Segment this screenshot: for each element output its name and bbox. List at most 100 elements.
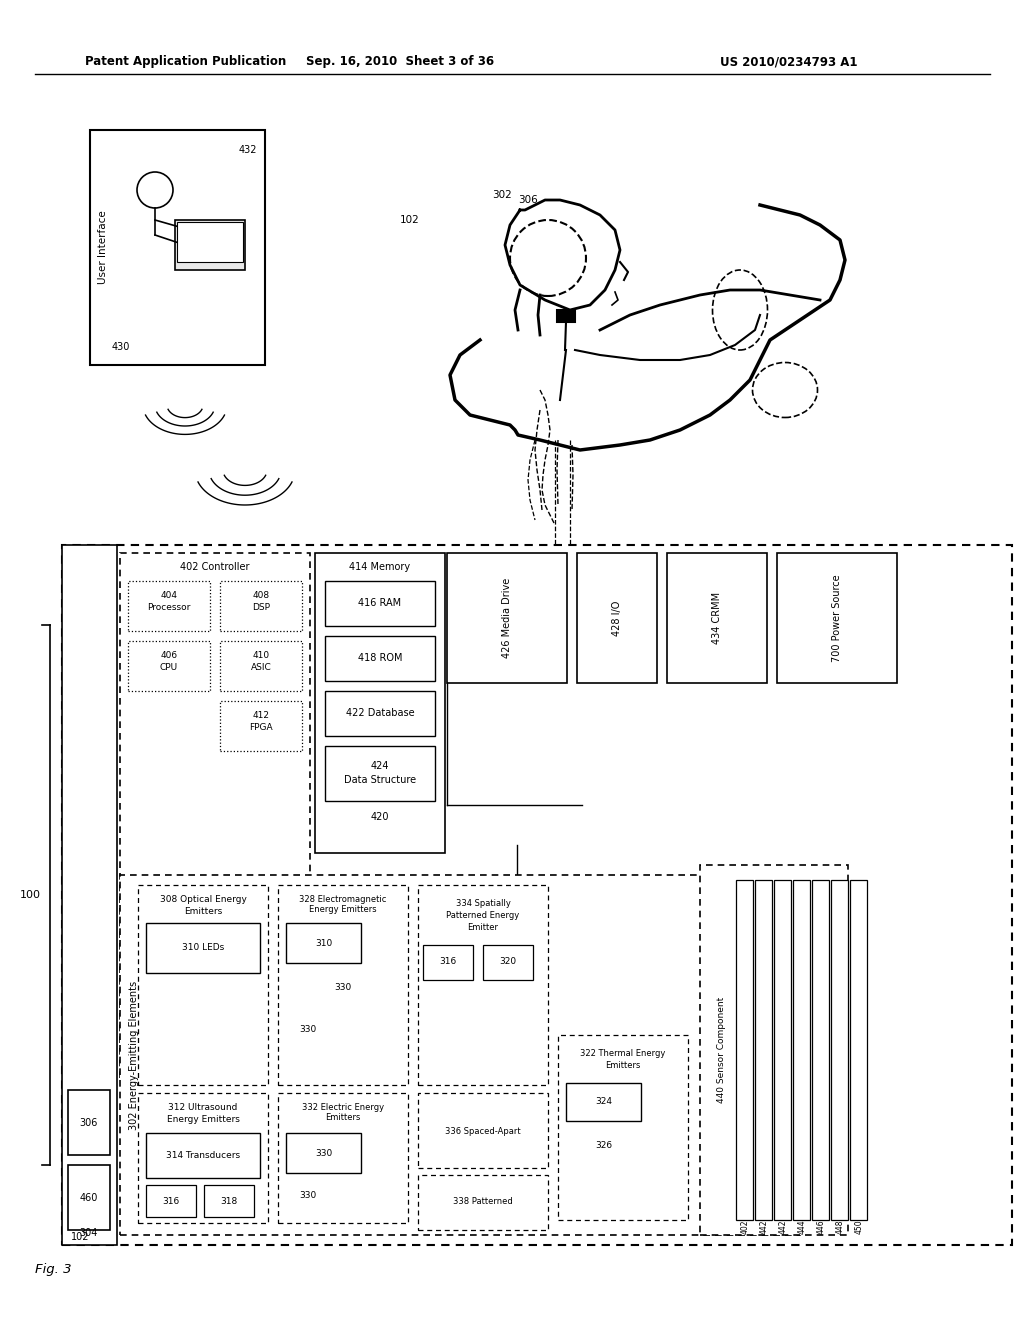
Bar (286, 923, 361, 964)
Text: 416 RAM: 416 RAM (358, 598, 401, 609)
Text: 102: 102 (71, 1232, 89, 1242)
Text: CPU: CPU (160, 664, 178, 672)
Text: 402: 402 (740, 1220, 750, 1234)
Text: 338 Patterned: 338 Patterned (454, 1197, 513, 1206)
Text: 334 Spatially: 334 Spatially (456, 899, 510, 908)
Text: 422 Database: 422 Database (346, 708, 415, 718)
Bar (566, 1082, 641, 1121)
Bar (700, 865, 848, 1236)
Text: 402 Controller: 402 Controller (180, 562, 250, 572)
Bar (138, 1093, 268, 1224)
Text: 434 CRMM: 434 CRMM (712, 591, 722, 644)
Text: 332 Electric Energy: 332 Electric Energy (302, 1102, 384, 1111)
Text: 308 Optical Energy: 308 Optical Energy (160, 895, 247, 903)
Text: US 2010/0234793 A1: US 2010/0234793 A1 (720, 55, 857, 69)
Bar (68, 1090, 110, 1155)
Text: DSP: DSP (252, 602, 270, 611)
Text: 418 ROM: 418 ROM (357, 653, 402, 663)
Bar (325, 581, 435, 626)
Bar (315, 553, 445, 853)
Text: 410: 410 (253, 652, 269, 660)
Bar (62, 545, 1012, 1245)
Bar (483, 945, 534, 979)
Bar (418, 884, 548, 1085)
Bar (146, 923, 260, 973)
Bar (736, 880, 753, 1220)
Text: 330: 330 (299, 1191, 316, 1200)
Text: Fig. 3: Fig. 3 (35, 1263, 72, 1276)
Bar (220, 581, 302, 631)
Text: 404: 404 (161, 590, 177, 599)
Text: Emitters: Emitters (605, 1060, 641, 1069)
Bar (777, 553, 897, 682)
Bar (90, 129, 265, 366)
Text: 302 Energy-Emitting Elements: 302 Energy-Emitting Elements (129, 981, 139, 1130)
Bar (120, 875, 800, 1236)
Bar (774, 880, 791, 1220)
Text: 442: 442 (760, 1220, 768, 1234)
Text: 330: 330 (299, 1026, 316, 1035)
Text: ASIC: ASIC (251, 664, 271, 672)
Bar (204, 1185, 254, 1217)
Text: 316: 316 (439, 957, 457, 966)
Text: 442: 442 (778, 1220, 787, 1234)
Text: 328 Electromagnetic: 328 Electromagnetic (299, 895, 387, 903)
Text: Data Structure: Data Structure (344, 775, 416, 785)
Bar (325, 636, 435, 681)
Text: 320: 320 (500, 957, 516, 966)
Text: 426 Media Drive: 426 Media Drive (502, 578, 512, 659)
Bar (755, 880, 772, 1220)
Text: User Interface: User Interface (98, 211, 108, 284)
Text: 450: 450 (854, 1220, 863, 1234)
Bar (146, 1133, 260, 1177)
Text: Processor: Processor (147, 602, 190, 611)
Bar (557, 310, 575, 322)
Text: 432: 432 (239, 145, 257, 154)
Bar (831, 880, 848, 1220)
Text: 316: 316 (163, 1196, 179, 1205)
Text: 412: 412 (253, 711, 269, 721)
Bar (325, 746, 435, 801)
Bar (278, 884, 408, 1085)
Bar (286, 1133, 361, 1173)
Text: Patent Application Publication: Patent Application Publication (85, 55, 287, 69)
Text: 312 Ultrasound: 312 Ultrasound (168, 1102, 238, 1111)
Bar (128, 642, 210, 690)
Bar (325, 690, 435, 737)
Text: 314 Transducers: 314 Transducers (166, 1151, 240, 1159)
Text: 304: 304 (80, 1228, 98, 1238)
Text: 310 LEDs: 310 LEDs (182, 944, 224, 953)
Text: 406: 406 (161, 652, 177, 660)
Text: 302: 302 (493, 190, 512, 201)
Text: 460: 460 (80, 1193, 98, 1203)
Text: 700 Power Source: 700 Power Source (831, 574, 842, 661)
Text: 440 Sensor Component: 440 Sensor Component (718, 997, 726, 1104)
Text: Emitters: Emitters (184, 907, 222, 916)
Bar (146, 1185, 196, 1217)
Text: Emitter: Emitter (468, 923, 499, 932)
Text: 322 Thermal Energy: 322 Thermal Energy (581, 1048, 666, 1057)
Text: 330: 330 (335, 982, 351, 991)
Bar (418, 1093, 548, 1168)
Bar (812, 880, 829, 1220)
Bar (68, 1166, 110, 1230)
Bar (418, 1175, 548, 1230)
Text: 330: 330 (315, 1148, 333, 1158)
Text: 306: 306 (80, 1118, 98, 1129)
Bar (667, 553, 767, 682)
Bar (138, 884, 268, 1085)
Text: FPGA: FPGA (249, 723, 272, 733)
Text: 428 I/O: 428 I/O (612, 601, 622, 636)
Text: 336 Spaced-Apart: 336 Spaced-Apart (445, 1126, 521, 1135)
Bar (177, 222, 243, 261)
Text: 306: 306 (518, 195, 538, 205)
Text: Energy Emitters: Energy Emitters (309, 904, 377, 913)
Text: Emitters: Emitters (326, 1113, 360, 1122)
Bar (220, 642, 302, 690)
Bar (558, 1035, 688, 1220)
Text: 408: 408 (253, 590, 269, 599)
Text: 326: 326 (595, 1140, 612, 1150)
Bar (120, 553, 310, 1078)
Text: 318: 318 (220, 1196, 238, 1205)
Text: 448: 448 (836, 1220, 845, 1234)
